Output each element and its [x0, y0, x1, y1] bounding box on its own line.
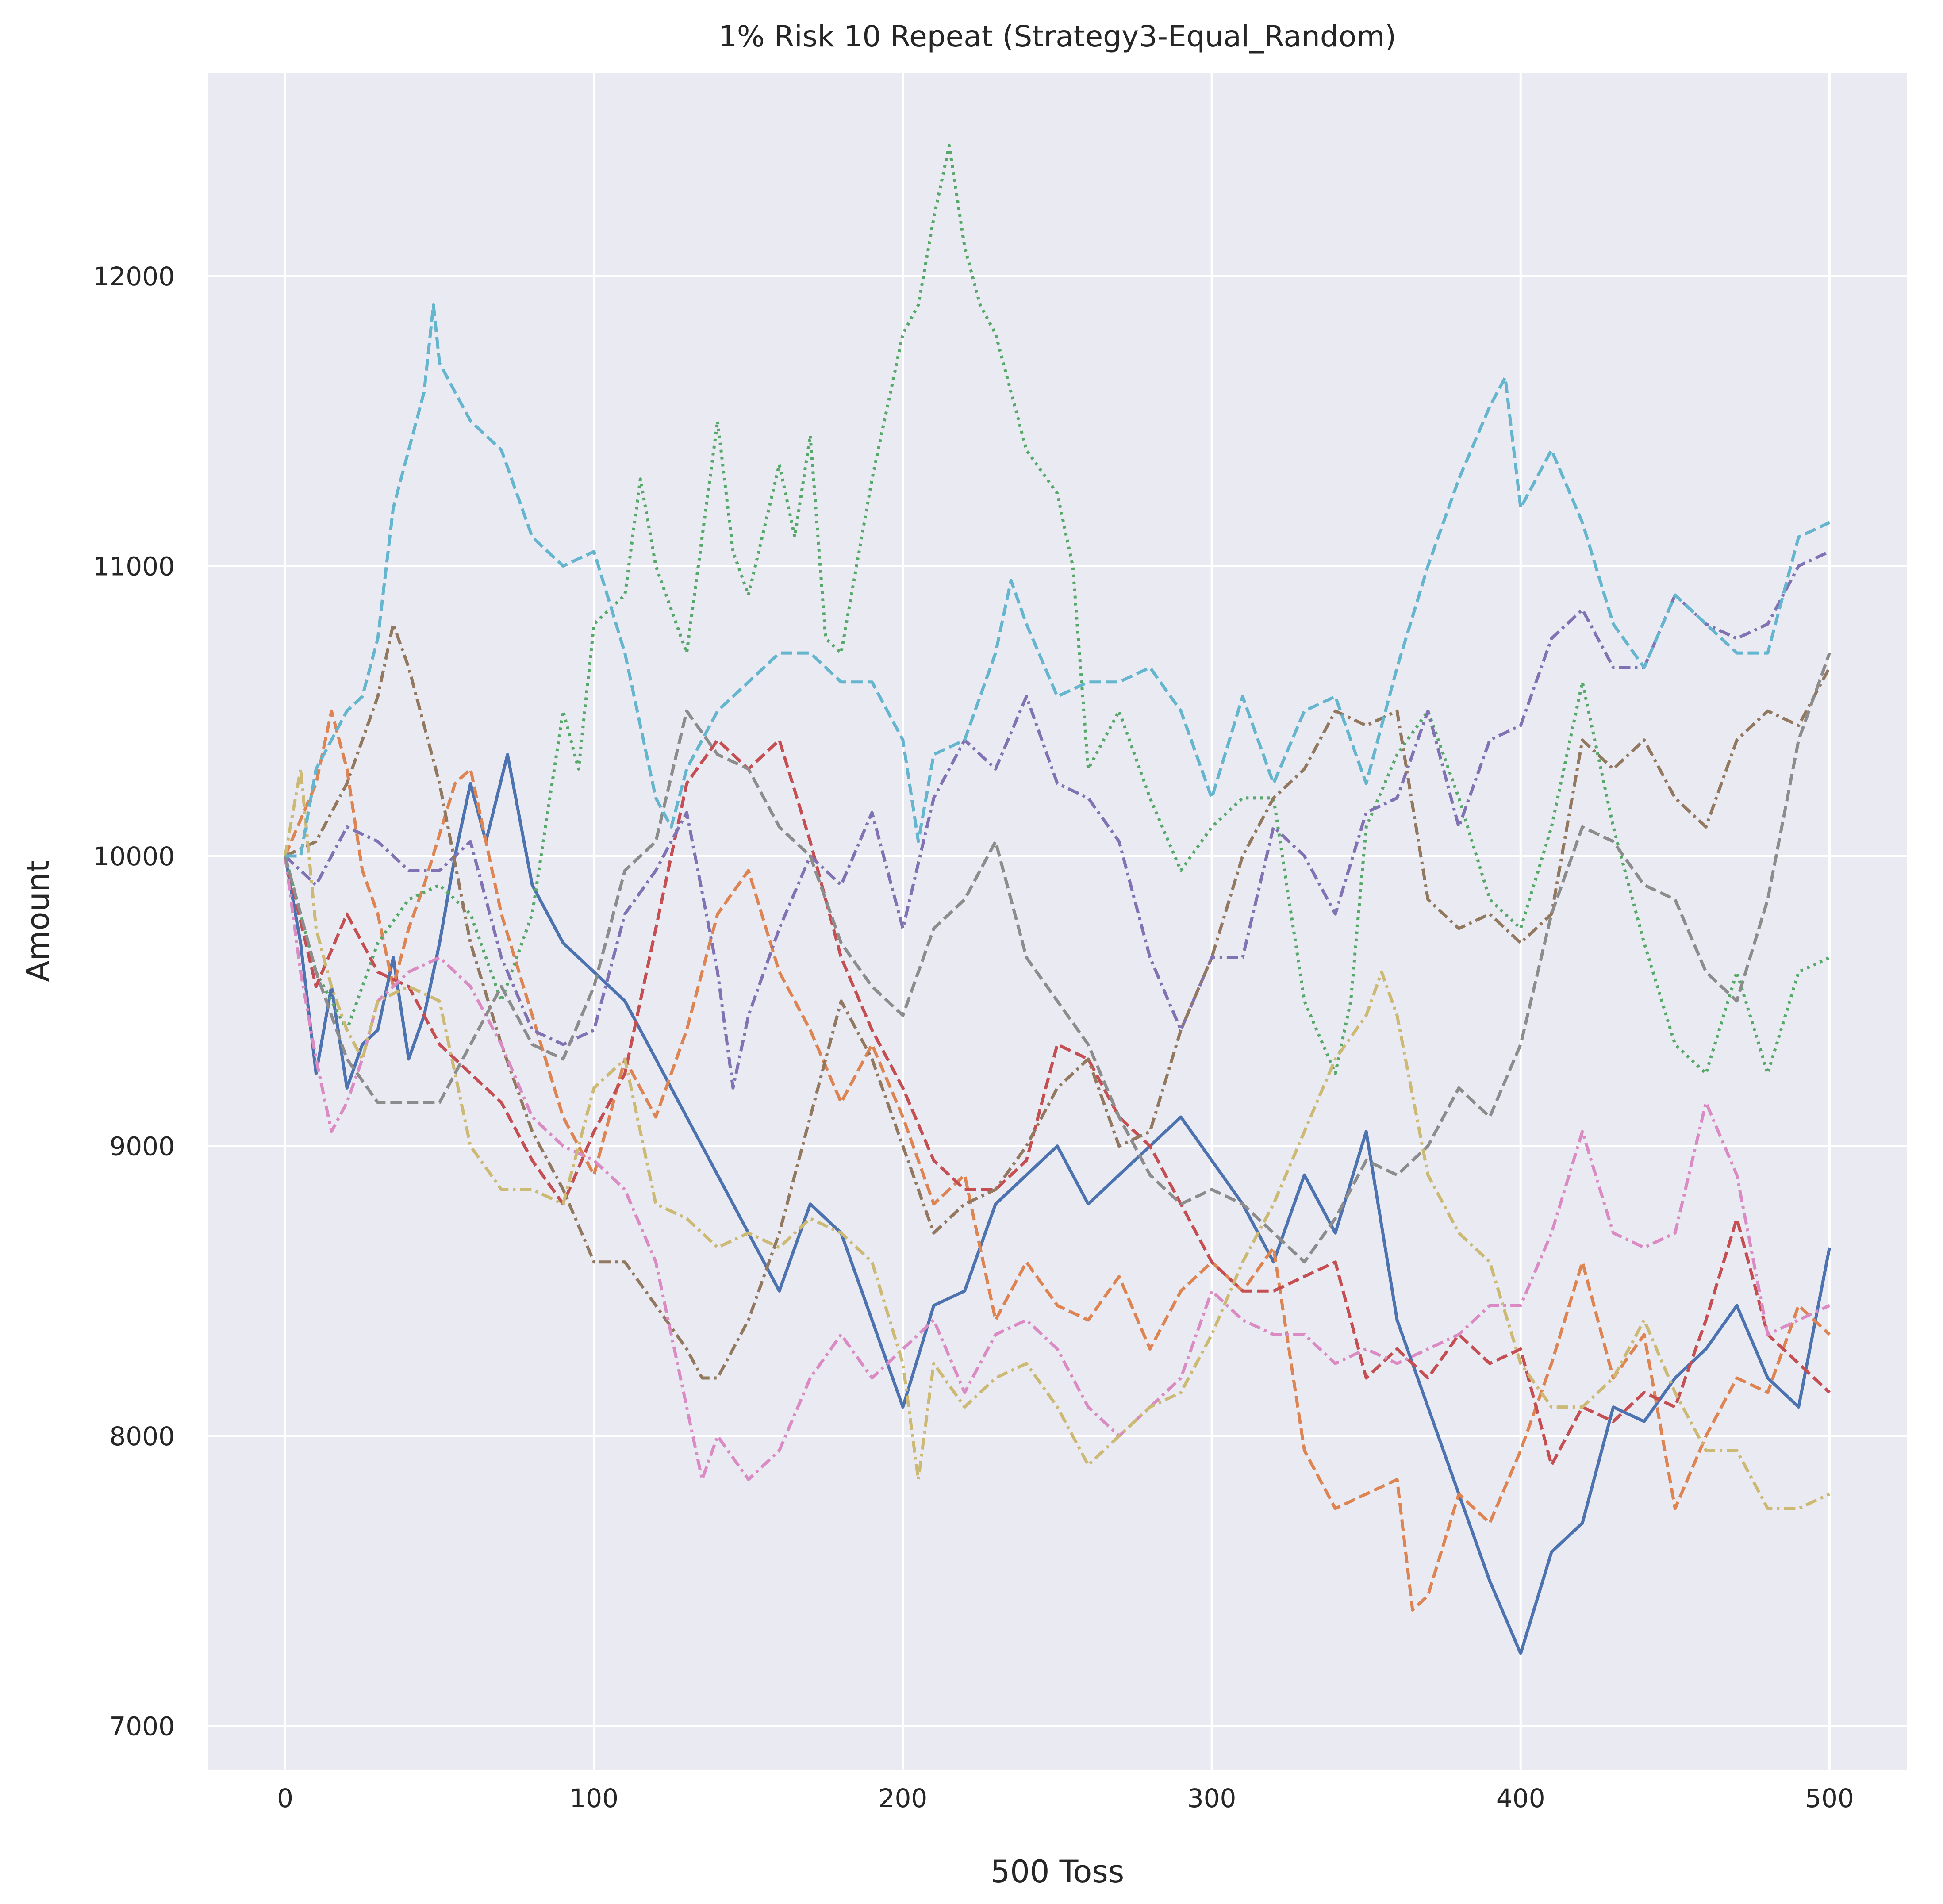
series-line-9: [284, 767, 1830, 1510]
y-tick-label: 11000: [93, 551, 175, 581]
series-line-8: [284, 652, 1831, 1264]
y-tick-label: 9000: [109, 1132, 175, 1162]
series-line-2: [284, 709, 1831, 1612]
x-tick-label: 0: [277, 1783, 293, 1813]
y-tick-label: 8000: [109, 1421, 175, 1451]
series-lines: [284, 144, 1831, 1655]
x-tick-label: 200: [879, 1783, 928, 1813]
x-tick-label: 300: [1187, 1783, 1236, 1813]
chart-title: 1% Risk 10 Repeat (Strategy3-Equal_Rando…: [718, 19, 1396, 54]
y-tick-labels: 7000 8000 9000 10000 11000 12000: [93, 261, 175, 1742]
grid-lines: [208, 73, 1907, 1770]
y-tick-label: 7000: [109, 1712, 175, 1742]
x-tick-label: 100: [569, 1783, 618, 1813]
series-line-1: [284, 753, 1831, 1655]
series-line-3: [284, 144, 1830, 1075]
series-line-5: [284, 550, 1830, 1090]
x-tick-labels: 0 100 200 300 400 500: [277, 1783, 1854, 1813]
x-tick-label: 400: [1496, 1783, 1545, 1813]
plot-area: [208, 73, 1907, 1770]
x-axis-label: 500 Toss: [991, 1854, 1125, 1890]
series-line-10: [285, 303, 1830, 858]
series-line-7: [284, 856, 1830, 1481]
y-tick-label: 12000: [93, 261, 175, 292]
y-axis-label: Amount: [20, 860, 56, 982]
series-line-6: [284, 622, 1831, 1380]
series-line-4: [284, 738, 1831, 1467]
y-tick-label: 10000: [93, 841, 175, 871]
x-tick-label: 500: [1805, 1783, 1854, 1813]
